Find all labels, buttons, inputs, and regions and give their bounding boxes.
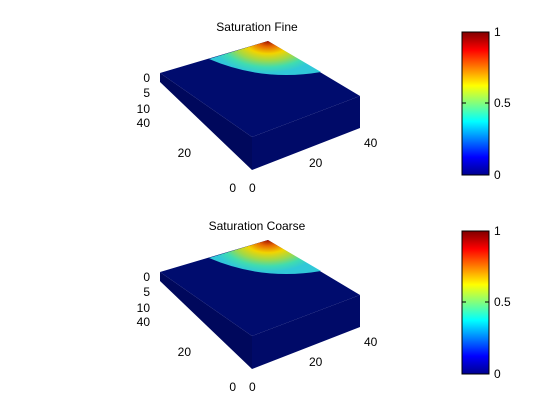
y-tick: 20 <box>178 345 192 359</box>
z-tick: 0 <box>143 270 150 284</box>
colorbar-tick: 0 <box>494 168 501 182</box>
z-tick: 5 <box>143 86 150 100</box>
y-tick: 0 <box>229 380 236 394</box>
right-face <box>252 295 360 369</box>
colorbar-tick: 0.5 <box>494 295 511 309</box>
left-face <box>160 73 252 170</box>
block-3d <box>160 41 360 170</box>
x-tick: 40 <box>364 136 378 150</box>
right-face <box>252 96 360 170</box>
axis-ticks: 0 5 10 40 20 0 0 20 40 <box>137 71 378 195</box>
saturation-plume <box>209 41 321 76</box>
y-tick: 40 <box>137 116 151 130</box>
axis-ticks: 0 5 10 40 20 0 0 20 40 <box>137 270 378 394</box>
left-face <box>160 272 252 369</box>
x-tick: 40 <box>364 335 378 349</box>
colorbar: 0 0.5 1 <box>461 224 511 381</box>
colorbar: 0 0.5 1 <box>461 25 511 182</box>
colorbar-scale <box>461 31 490 176</box>
colorbar-tick: 0.5 <box>494 96 511 110</box>
colorbar-scale <box>461 230 490 375</box>
x-tick: 20 <box>309 156 323 170</box>
colorbar-tick: 1 <box>494 25 501 39</box>
z-tick: 10 <box>137 102 151 116</box>
y-tick: 20 <box>178 146 192 160</box>
y-tick: 40 <box>137 315 151 329</box>
top-face <box>160 240 360 336</box>
y-tick: 0 <box>229 181 236 195</box>
block-3d <box>160 240 360 369</box>
x-tick: 20 <box>309 355 323 369</box>
x-tick: 0 <box>249 380 256 394</box>
chart-title: Saturation Fine <box>216 20 298 34</box>
z-tick: 5 <box>143 285 150 299</box>
colorbar-tick: 1 <box>494 224 501 238</box>
chart-title: Saturation Coarse <box>209 219 306 233</box>
z-tick: 0 <box>143 71 150 85</box>
x-tick: 0 <box>249 181 256 195</box>
z-tick: 10 <box>137 301 151 315</box>
saturation-plume <box>209 240 321 275</box>
panel-coarse: Saturation Coarse 0 5 10 40 20 0 0 20 40 <box>137 219 511 394</box>
panel-fine: Saturation Fine 0 5 10 40 20 0 0 20 40 <box>137 20 511 195</box>
colorbar-tick: 0 <box>494 367 501 381</box>
top-face <box>160 41 360 137</box>
